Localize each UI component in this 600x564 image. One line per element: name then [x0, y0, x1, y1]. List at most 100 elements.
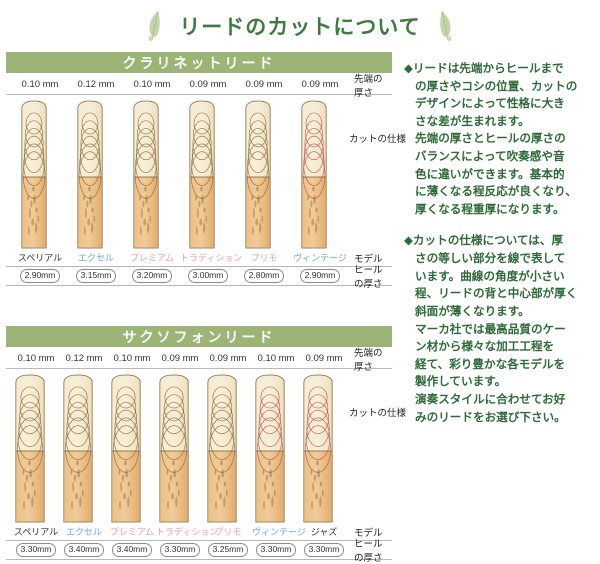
heel-thickness-value: 3.30mm: [303, 543, 345, 557]
note-line: 製作しています。: [415, 375, 507, 389]
heel-thickness-value: 3.40mm: [111, 543, 153, 557]
reed-illustration: [102, 373, 150, 523]
model-name: プレミアム: [129, 253, 175, 263]
page-header: リードのカットについて: [0, 0, 600, 52]
section-heading-band: サクソフォンリード: [6, 326, 392, 347]
cut-spec-label: カットの仕様: [349, 408, 407, 419]
heel-thickness-value: 3.00mm: [187, 269, 229, 283]
tip-thickness-value: 0.12 mm: [77, 79, 115, 90]
reed-illustration: [6, 99, 62, 249]
note-line: 色に違いができます。基本的: [415, 167, 565, 181]
model-name: プレミアム: [109, 527, 155, 537]
heel-thickness-cell: 3.30mm: [300, 543, 348, 557]
tip-thickness-value: 0.10 mm: [257, 353, 295, 364]
heel-thickness-cell: 2.90mm: [292, 269, 348, 283]
heel-thickness-cell: 3.40mm: [60, 543, 108, 557]
heel-thickness-cell: 2.80mm: [236, 269, 292, 283]
model-name: スペリアル: [13, 527, 59, 537]
cut-spec-bracket: カットの仕様: [342, 373, 406, 451]
note-line: 厚くなる程重厚になります。: [415, 202, 565, 216]
model-name: ヴィンテージ: [293, 253, 347, 263]
heel-thickness-value: 3.25mm: [207, 543, 249, 557]
note-paragraph: ◆カットの仕様については、厚 さの等しい部分を線で表して います。曲線の角度が小さい…: [404, 232, 600, 426]
reed-illustration: [198, 373, 246, 523]
reed-illustration: [246, 373, 294, 523]
reed-illustration: [118, 99, 174, 249]
tip-thickness-label: 先端の厚さ: [354, 73, 383, 99]
heel-thickness-value: 3.20mm: [131, 269, 173, 283]
model-row-label: モデル: [354, 527, 383, 539]
note-line: 程、リードの背と中心部が厚く: [415, 287, 578, 301]
note-line: バランスによって吹奏感や音: [415, 150, 565, 164]
section-heading-band: クラリネットリード: [6, 52, 392, 73]
heel-thickness-value: 3.30mm: [159, 543, 201, 557]
section-heading-text: サクソフォンリード: [122, 328, 276, 345]
reed-illustration: [54, 373, 102, 523]
note-line: みのリードをお選び下さい。: [415, 410, 566, 424]
tip-thickness-value: 0.09 mm: [305, 353, 343, 364]
model-name-row: スペリアル エクセル プレミアム トラディション プリモ ヴィンテージ モデル: [6, 249, 392, 267]
heel-thickness-value: 2.80mm: [243, 269, 285, 283]
reed-illustration: [150, 373, 198, 523]
note-line: に薄くなる程反応が良くなり、: [415, 185, 577, 199]
model-row-label: モデル: [354, 253, 383, 265]
model-name: トラディション: [180, 253, 243, 263]
tip-thickness-value: 0.10 mm: [17, 353, 55, 364]
heel-thickness-value: 2.90mm: [19, 269, 61, 283]
tip-thickness-value: 0.10 mm: [21, 79, 59, 90]
model-name: ヴィンテージ: [252, 527, 306, 537]
heel-thickness-cell: 3.20mm: [124, 269, 180, 283]
tip-thickness-value: 0.09 mm: [209, 353, 247, 364]
leaf-ornament-icon: [145, 9, 165, 43]
reed-illustration: [174, 99, 230, 249]
reed-illustration: [294, 373, 342, 523]
note-line: 先端の厚さとヒールの厚さの: [415, 132, 566, 146]
note-line: 演奏スタイルに合わせてお好: [415, 392, 566, 406]
reed-section-saxophone: サクソフォンリード 0.10 mm 0.12 mm 0.10 mm 0.09 mm 0.0…: [0, 326, 406, 564]
note-line: さの等しい部分を線で表して: [415, 252, 566, 266]
tip-thickness-value: 0.12 mm: [65, 353, 103, 364]
heel-thickness-cell: 2.90mm: [12, 269, 68, 283]
tip-thickness-value: 0.10 mm: [113, 353, 151, 364]
model-name-row: スペリアル エクセル プレミアム トラディション プリモ ヴィンテージ ジャズ モデル: [6, 523, 392, 541]
heel-thickness-cell: 3.30mm: [252, 543, 300, 557]
model-name: スペリアル: [17, 253, 63, 263]
reed-illustration: [230, 99, 286, 249]
explanatory-notes: ◆リードは先端からヒールまで の厚さやコシの位置、カットの デザインによって性格に大…: [404, 60, 600, 440]
tip-thickness-value: 0.09 mm: [301, 79, 339, 90]
note-line: 経て、彩り豊かな各モデルを: [415, 357, 566, 371]
model-name: トラディション: [156, 527, 219, 537]
model-name: プリモ: [250, 253, 278, 263]
leaf-ornament-icon: [435, 9, 455, 43]
reed-illustration: [286, 99, 342, 249]
tip-thickness-value: 0.09 mm: [245, 79, 283, 90]
cut-spec-label: カットの仕様: [349, 134, 407, 145]
reed-illustration: [62, 99, 118, 249]
note-line: の厚さやコシの位置、カットの: [415, 79, 578, 93]
page-title: リードのカットについて: [179, 16, 421, 39]
model-name: ジャズ: [310, 527, 338, 537]
note-line: リードは先端からヒールまで: [412, 62, 564, 75]
tip-thickness-row: 0.10 mm 0.12 mm 0.10 mm 0.09 mm 0.09 mm 0.10 …: [6, 348, 392, 373]
model-name: プリモ: [214, 527, 242, 537]
note-line: カットの仕様については、厚: [412, 234, 564, 248]
heel-thickness-label: ヒールの厚さ: [354, 539, 383, 564]
model-name: エクセル: [77, 253, 114, 263]
reed-chart-column: クラリネットリード 0.10 mm 0.12 mm 0.10 mm 0.09 mm 0.0…: [0, 52, 406, 564]
note-line: デザインによって性格に大き: [415, 97, 565, 111]
tip-thickness-row: 0.10 mm 0.12 mm 0.10 mm 0.09 mm 0.09 mm 0.09 …: [6, 74, 392, 99]
cut-spec-bracket: カットの仕様: [342, 99, 406, 177]
heel-thickness-cell: 3.25mm: [204, 543, 252, 557]
heel-thickness-row: 2.90mm 3.15mm 3.20mm 3.00mm 2.80mm 2.90mm ヒールの…: [6, 265, 392, 290]
note-paragraph: ◆リードは先端からヒールまでの厚さやコシの位置、カットの デザインによって性格に大…: [404, 60, 600, 218]
tip-thickness-label: 先端の厚さ: [354, 347, 383, 373]
section-spacer: [0, 286, 398, 326]
bullet-diamond-icon: ◆: [404, 234, 413, 248]
note-line: さな差が生まれます。: [415, 114, 530, 128]
tip-thickness-value: 0.10 mm: [133, 79, 171, 90]
model-name: エクセル: [65, 527, 102, 537]
heel-thickness-cell: 3.30mm: [156, 543, 204, 557]
bullet-diamond-icon: ◆: [404, 62, 413, 75]
heel-thickness-cell: 3.40mm: [108, 543, 156, 557]
heel-thickness-value: 3.15mm: [75, 269, 117, 283]
